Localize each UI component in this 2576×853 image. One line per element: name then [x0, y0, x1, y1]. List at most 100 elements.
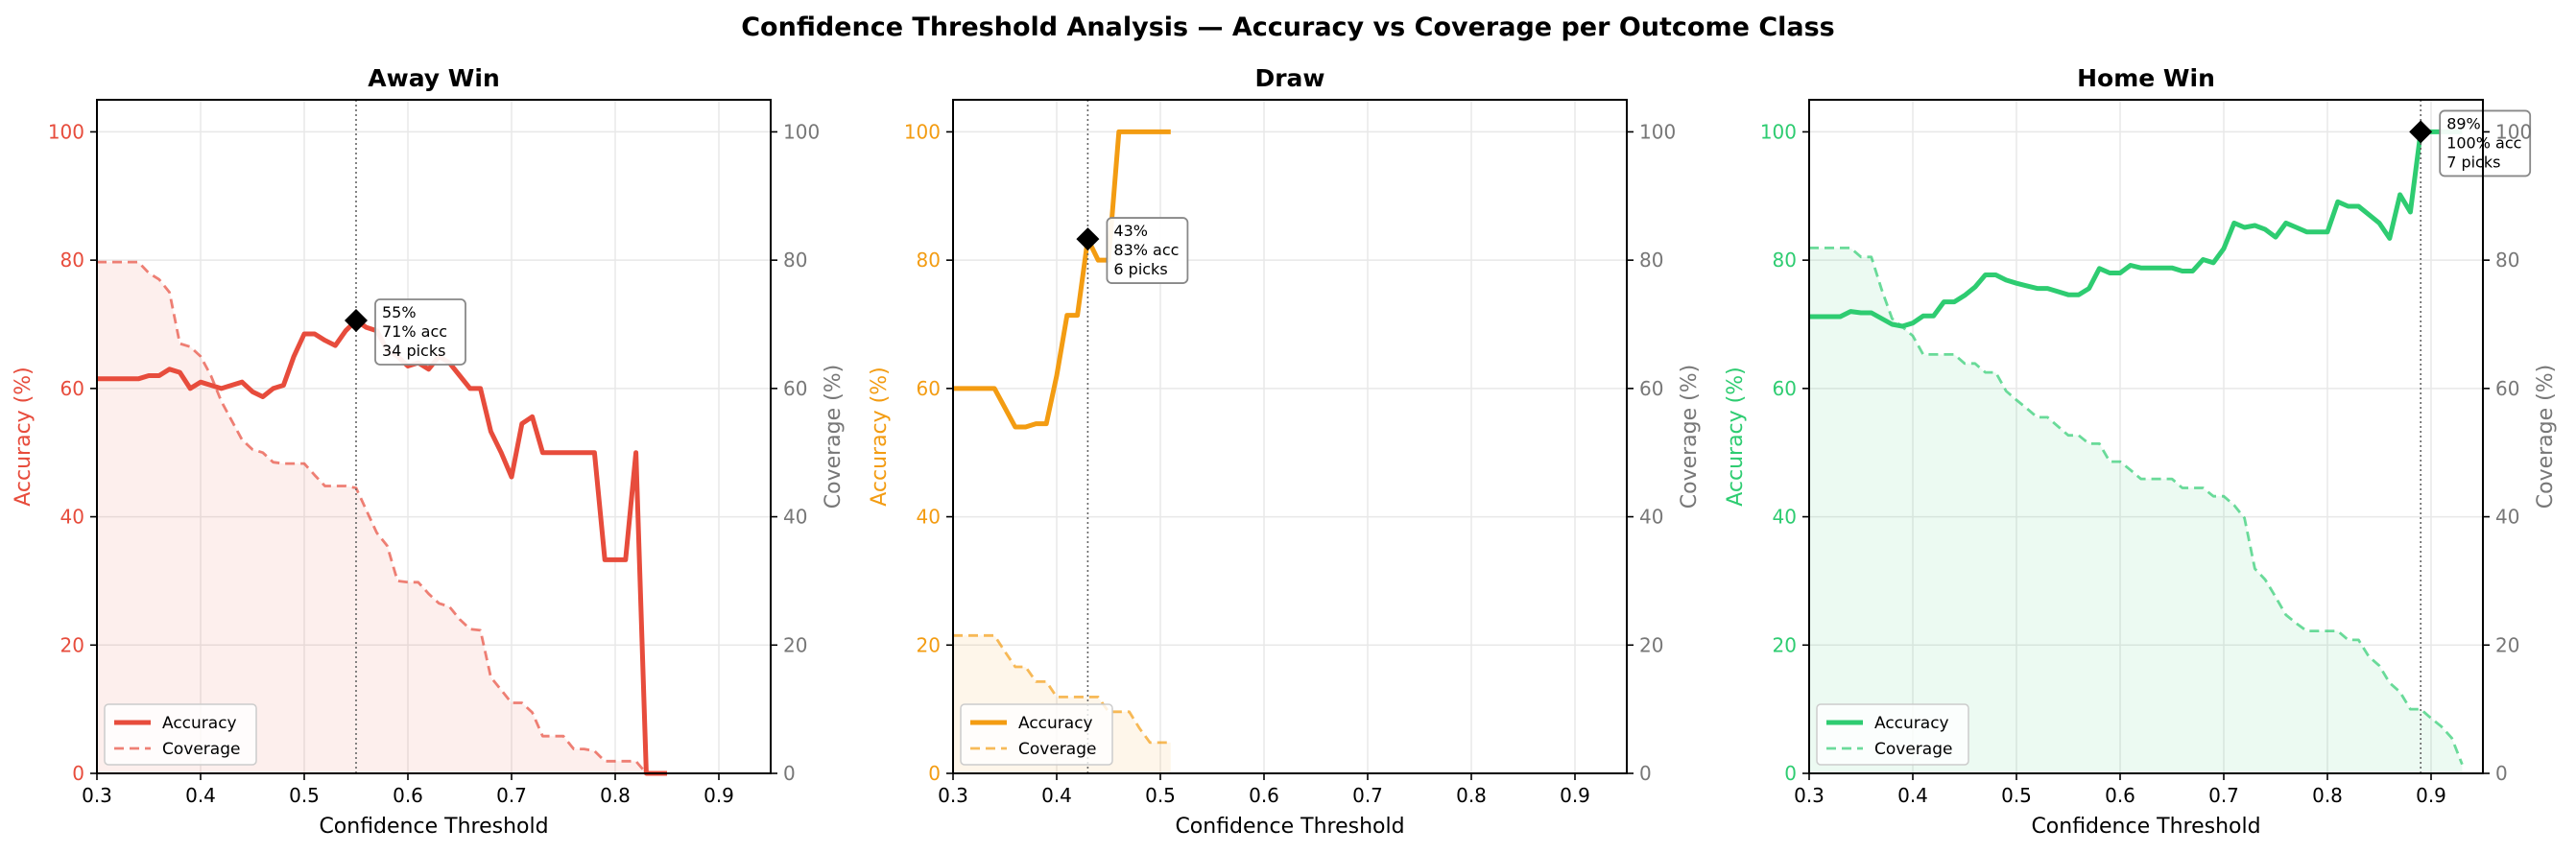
- x-tick-label: 0.4: [1041, 784, 1072, 807]
- y-right-tick-label: 40: [2495, 506, 2519, 529]
- y-axis-label: Accuracy (%): [1724, 367, 1748, 507]
- annotation-text: 34 picks: [382, 342, 445, 360]
- annotation-text: 43%: [1113, 222, 1148, 240]
- subplot-title: Draw: [1254, 64, 1324, 92]
- optimal-threshold-marker: [345, 308, 368, 332]
- legend-label: Accuracy: [1874, 714, 1949, 733]
- annotation-text: 7 picks: [2446, 153, 2500, 171]
- figure-title: Confidence Threshold Analysis — Accuracy…: [741, 12, 1835, 42]
- y-tick-label: 0: [1784, 762, 1797, 785]
- y-right-tick-label: 100: [1639, 120, 1676, 143]
- y-tick-label: 40: [60, 506, 84, 529]
- x-tick-label: 0.9: [704, 784, 734, 807]
- axes-frame: [952, 99, 1628, 774]
- coverage-line: [1809, 246, 2464, 766]
- optimal-threshold-marker: [1076, 227, 1100, 251]
- y-right-tick-label: 60: [783, 377, 807, 400]
- y-right-tick-label: 100: [2495, 120, 2532, 143]
- annotation-box: [1106, 217, 1189, 284]
- y-right-tick-label: 0: [1639, 762, 1652, 785]
- annotation-text: 71% acc: [382, 322, 447, 341]
- x-tick-label: 0.4: [1897, 784, 1928, 807]
- x-tick-label: 0.5: [289, 784, 320, 807]
- y-tick-label: 20: [917, 633, 941, 656]
- annotation-text: 55%: [382, 303, 417, 321]
- y-right-tick-label: 0: [783, 762, 796, 785]
- y-right-tick-label: 80: [1639, 249, 1663, 272]
- y-tick-label: 60: [1773, 377, 1797, 400]
- y-tick-label: 100: [1760, 120, 1797, 143]
- x-tick-label: 0.7: [496, 784, 527, 807]
- y-right-tick-label: 60: [2495, 377, 2519, 400]
- y-tick-label: 40: [917, 506, 941, 529]
- annotation-text: 83% acc: [1113, 241, 1179, 259]
- y-tick-label: 0: [928, 762, 941, 785]
- x-tick-label: 0.6: [393, 784, 423, 807]
- annotation-text: 100% acc: [2446, 133, 2521, 152]
- x-tick-label: 0.5: [1145, 784, 1176, 807]
- coverage-fill-area: [97, 262, 667, 773]
- y-tick-label: 100: [904, 120, 941, 143]
- x-tick-label: 0.9: [2416, 784, 2446, 807]
- y-right-tick-label: 0: [2495, 762, 2508, 785]
- accuracy-line: [1809, 129, 2463, 329]
- y-right-tick-label: 40: [1639, 506, 1663, 529]
- annotation-text: 89%: [2446, 114, 2481, 132]
- y-axis-label: Accuracy (%): [868, 367, 892, 507]
- y-tick-label: 80: [1773, 249, 1797, 272]
- y-tick-label: 40: [1773, 506, 1797, 529]
- axes-frame: [96, 99, 772, 774]
- x-tick-label: 0.9: [1560, 784, 1590, 807]
- legend-label: Coverage: [1018, 740, 1096, 759]
- y-right-tick-label: 40: [783, 506, 807, 529]
- coverage-fill-area: [1809, 248, 2463, 773]
- legend-box: [960, 703, 1113, 766]
- x-tick-label: 0.7: [1352, 784, 1383, 807]
- legend-label: Coverage: [1874, 740, 1952, 759]
- legend-box: [104, 703, 257, 766]
- x-tick-label: 0.4: [185, 784, 216, 807]
- legend: Accuracy Coverage: [960, 703, 1113, 766]
- x-tick-label: 0.3: [1794, 784, 1825, 807]
- x-tick-label: 0.8: [600, 784, 631, 807]
- axes-frame: [1808, 99, 2484, 774]
- legend-label: Accuracy: [162, 714, 237, 733]
- y-right-axis-label: Coverage (%): [2534, 365, 2558, 509]
- x-tick-label: 0.6: [1249, 784, 1279, 807]
- y-right-tick-label: 20: [2495, 633, 2519, 656]
- legend-label: Coverage: [162, 740, 240, 759]
- y-tick-label: 0: [72, 762, 84, 785]
- y-axis-label: Accuracy (%): [12, 367, 36, 507]
- y-tick-label: 100: [48, 120, 84, 143]
- accuracy-line: [953, 129, 1171, 430]
- subplot-title: Away Win: [368, 64, 500, 92]
- y-right-tick-label: 100: [783, 120, 820, 143]
- x-tick-label: 0.6: [2105, 784, 2135, 807]
- x-tick-label: 0.8: [2312, 784, 2343, 807]
- y-tick-label: 60: [917, 377, 941, 400]
- y-tick-label: 20: [60, 633, 84, 656]
- y-right-axis-label: Coverage (%): [822, 365, 846, 509]
- y-tick-label: 80: [60, 249, 84, 272]
- x-tick-label: 0.5: [2001, 784, 2032, 807]
- y-right-tick-label: 60: [1639, 377, 1663, 400]
- x-axis-label: Confidence Threshold: [1175, 815, 1404, 839]
- y-right-tick-label: 20: [1639, 633, 1663, 656]
- x-tick-label: 0.3: [82, 784, 112, 807]
- coverage-line: [97, 260, 667, 775]
- optimal-threshold-marker: [2409, 120, 2433, 144]
- x-axis-label: Confidence Threshold: [319, 815, 548, 839]
- x-tick-label: 0.3: [938, 784, 968, 807]
- annotation-box: [2439, 109, 2532, 178]
- y-right-axis-label: Coverage (%): [1678, 365, 1702, 509]
- x-axis-label: Confidence Threshold: [2031, 815, 2260, 839]
- coverage-line: [953, 633, 1171, 745]
- subplot-title: Home Win: [2077, 64, 2215, 92]
- legend: Accuracy Coverage: [104, 703, 257, 766]
- annotation-box: [374, 298, 466, 366]
- y-right-tick-label: 20: [783, 633, 807, 656]
- y-tick-label: 20: [1773, 633, 1797, 656]
